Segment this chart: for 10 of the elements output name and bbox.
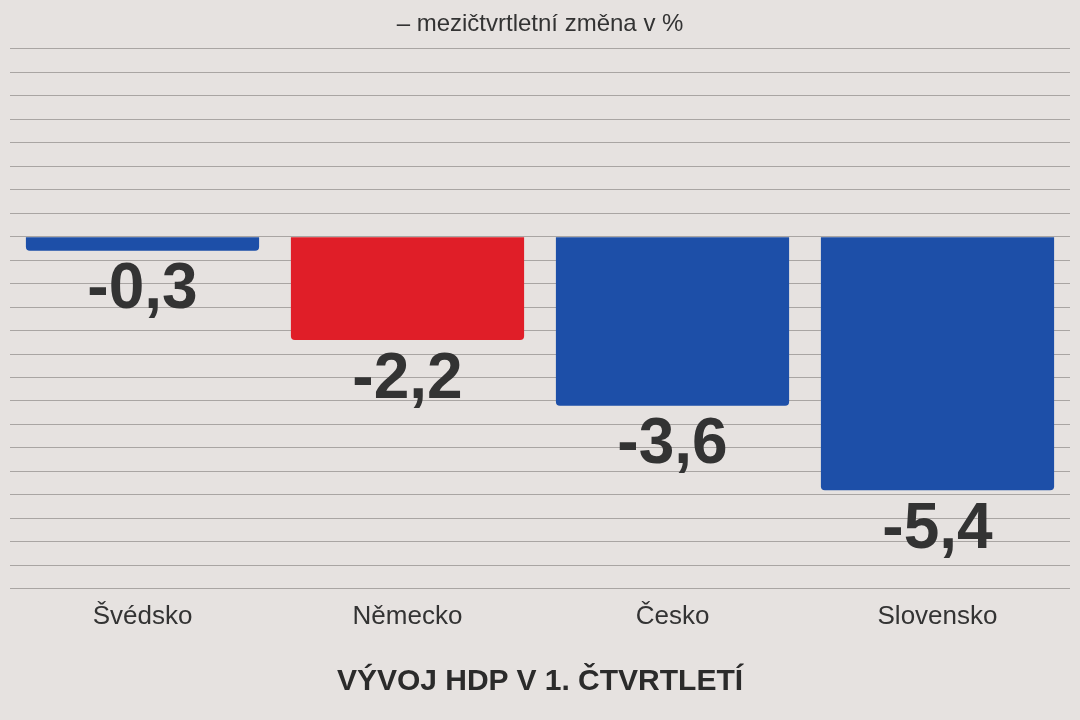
x-tick-label: Slovensko [877,599,998,630]
data-label: -3,6 [617,405,728,478]
chart-subtitle: – mezičtvrtletní změna v % [396,9,684,37]
data-label: -0,3 [87,250,198,323]
x-tick-label: Německo [352,599,463,630]
text: VÝVOJ HDP V 1. ČTVRTLETÍ [336,663,744,697]
x-tick-label: Česko [635,599,710,630]
data-label: -2,2 [352,339,463,412]
data-label: -5,4 [882,489,994,562]
x-tick-label: Švédsko [92,599,193,630]
